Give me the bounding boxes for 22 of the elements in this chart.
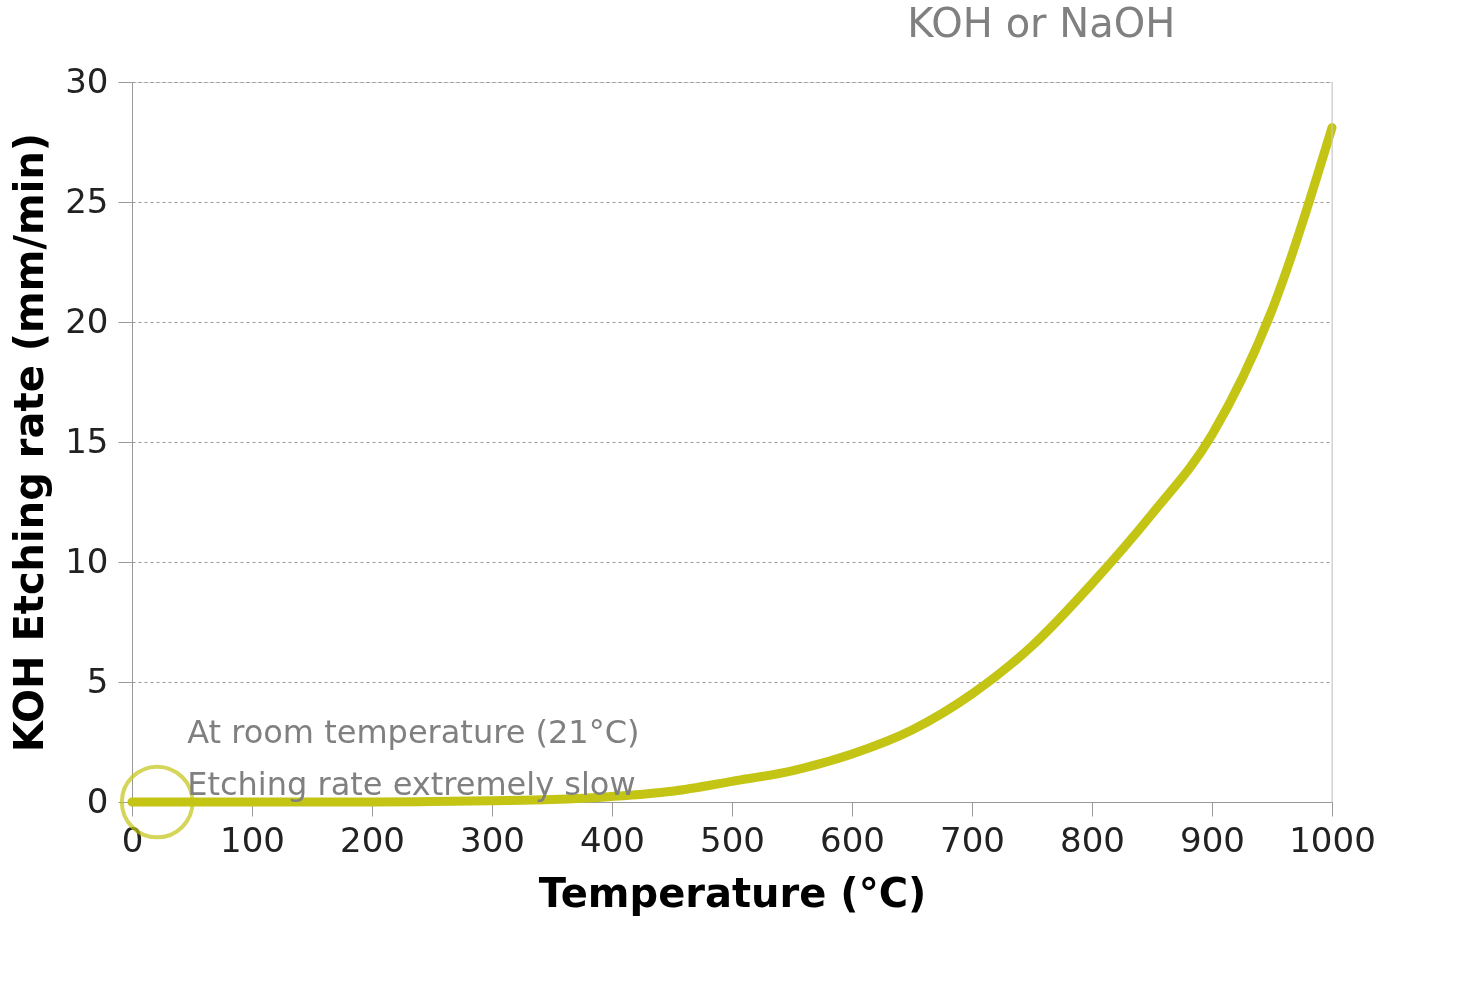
x-tick-label: 100: [220, 819, 285, 860]
y-axis-title: KOH Etching rate (mm/min): [6, 132, 53, 753]
x-tick-label: 0: [121, 819, 144, 860]
x-tick-label: 900: [1180, 819, 1245, 860]
x-tick-label: 800: [1060, 819, 1125, 860]
x-tick-label: 400: [580, 819, 645, 860]
chart-title: KOH or NaOH: [907, 0, 1176, 46]
x-tick-label: 1000: [1289, 819, 1376, 860]
y-tick-label: 0: [86, 780, 109, 821]
y-tick-label: 15: [65, 420, 109, 461]
x-tick-label: 300: [460, 819, 525, 860]
y-tick-label: 5: [86, 660, 109, 701]
y-tick-label: 10: [65, 540, 109, 581]
x-tick-label: 600: [820, 819, 885, 860]
x-tick-label: 500: [700, 819, 765, 860]
y-tick-label: 20: [65, 300, 109, 341]
y-tick-label: 30: [65, 60, 109, 101]
x-axis-title: Temperature (°C): [538, 869, 927, 916]
x-tick-label: 700: [940, 819, 1005, 860]
y-tick-label: 25: [65, 180, 109, 221]
x-tick-label: 200: [340, 819, 405, 860]
annotation: At room temperature (21°C) Etching rate extremely slow: [187, 713, 640, 803]
